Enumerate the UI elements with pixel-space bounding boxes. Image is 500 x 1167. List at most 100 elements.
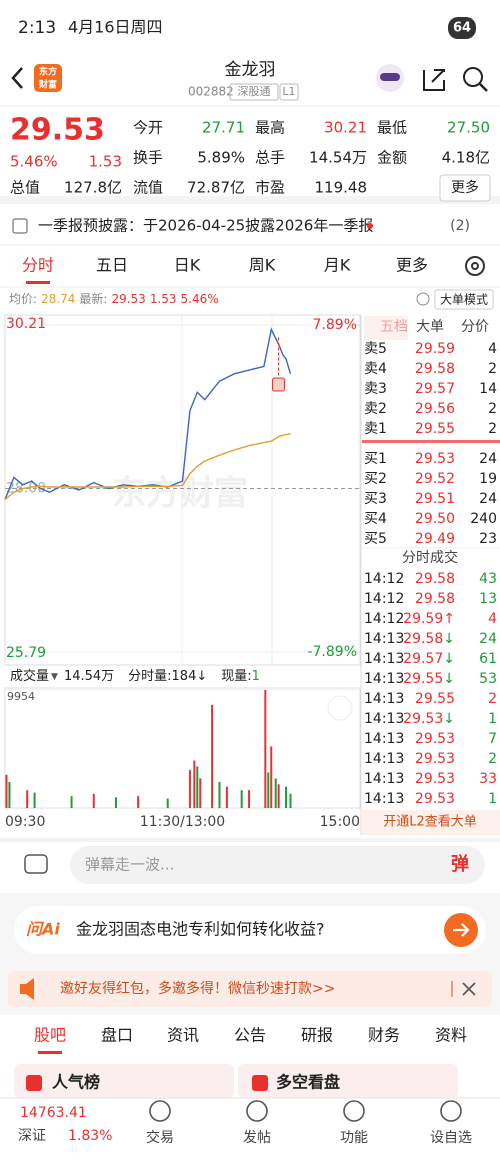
stat-label: 最高 (255, 119, 285, 137)
volume-bar (277, 784, 280, 808)
section-tab[interactable]: 盘口 (101, 1026, 133, 1045)
book-tab[interactable]: 分价 (461, 319, 489, 335)
battery-level: 64 (453, 21, 471, 36)
stat-label: 今开 (133, 119, 163, 137)
section-tab[interactable]: 资料 (435, 1026, 467, 1045)
comment-placeholder: 弹幕走一波... (85, 856, 174, 874)
back-icon[interactable] (11, 67, 23, 89)
mode-label[interactable]: 大单模式 (440, 293, 488, 307)
trade-time: 14:13 (364, 671, 404, 687)
stock-name: 金龙羽 (225, 60, 276, 80)
separator (0, 838, 500, 842)
chart-tab[interactable]: 五日 (96, 256, 128, 275)
book-volume: 2 (488, 421, 497, 437)
period-volume: 分时量:184↓ (128, 669, 207, 684)
trade-price: 29.53 (415, 771, 455, 787)
settings-icon[interactable] (465, 256, 485, 276)
nav-label[interactable]: 发帖 (243, 1130, 271, 1146)
book-price: 29.58 (415, 361, 455, 377)
comment-icon (24, 854, 48, 874)
chart-tab[interactable]: 月K (324, 256, 351, 275)
card-title: 多空看盘 (276, 1073, 340, 1092)
volume-header: 成交量 ▼ 14.54万 分时量:184↓ 现量:1 (10, 668, 260, 684)
trade-arrow: ↓ (443, 631, 455, 647)
chart-tab[interactable]: 更多 (396, 256, 428, 275)
chart-tab[interactable]: 周K (249, 256, 276, 275)
book-tab[interactable]: 大单 (416, 319, 444, 335)
nav-icon[interactable] (149, 1100, 171, 1122)
danmaku-button[interactable]: 弹 (451, 853, 469, 875)
section-tab[interactable]: 股吧 (34, 1026, 66, 1045)
search-icon[interactable] (463, 67, 483, 87)
change-percent: 5.46% (10, 153, 58, 171)
trade-price-value: 29.53 (415, 771, 455, 787)
notice-text[interactable]: 一季报预披露：于2026-04-25披露2026年一季报 (38, 217, 373, 235)
promo-close (462, 982, 476, 996)
ai-bar[interactable] (14, 906, 486, 954)
share-icon[interactable] (423, 69, 445, 91)
trade-time: 14:13 (364, 711, 404, 727)
volume-bar (137, 796, 140, 808)
x-tick-label: 11:30/13:00 (140, 814, 225, 830)
book-price: 29.59 (415, 341, 455, 357)
ai-question[interactable]: 金龙羽固态电池专利如何转化收益? (76, 920, 325, 939)
trade-volume: 1 (488, 711, 497, 727)
volume-bar (70, 796, 73, 808)
book-volume: 2 (488, 361, 497, 377)
trade-volume: 24 (479, 631, 497, 647)
promo-text[interactable]: 邀好友得红包，多邀多得！微信秒速打款>> (60, 980, 335, 997)
help-icon (416, 292, 430, 306)
section-tab[interactable]: 资讯 (167, 1026, 199, 1045)
nav-label[interactable]: 设自选 (430, 1130, 472, 1146)
volume-bar (196, 766, 199, 808)
trade-price-value: 29.59 (403, 611, 443, 627)
stat-value: 72.87亿 (187, 179, 245, 197)
nav-icon[interactable] (440, 1100, 462, 1122)
l2-link[interactable]: 开通L2查看大单 (383, 814, 477, 830)
section-tab[interactable]: 财务 (368, 1026, 400, 1045)
card[interactable] (238, 1064, 458, 1098)
info-item: 均价: (9, 292, 37, 306)
stat-label: 换手 (133, 149, 163, 167)
card[interactable] (14, 1064, 234, 1098)
trade-price: 29.53 (415, 751, 455, 767)
book-level: 买2 (364, 471, 387, 487)
more-label[interactable]: 更多 (451, 179, 479, 196)
mode-button[interactable] (434, 289, 494, 310)
section-tab[interactable]: 研报 (301, 1026, 333, 1045)
book-level: 买5 (364, 531, 387, 547)
book-level: 卖5 (364, 341, 387, 357)
expand-button[interactable] (327, 695, 353, 721)
nav-label[interactable]: 交易 (146, 1129, 174, 1146)
nav-icon[interactable] (246, 1100, 268, 1122)
y-tick-label: 25.79 (6, 645, 46, 661)
stat-label: 金额 (377, 149, 407, 167)
chart-tab[interactable]: 分时 (22, 256, 54, 275)
trade-price-value: 29.58 (415, 571, 455, 587)
card-icon (26, 1075, 42, 1091)
trade-price-value: 29.58 (415, 591, 455, 607)
trade-arrow: ↓ (443, 671, 455, 687)
last-price: 29.53 (10, 113, 105, 148)
nav-icon[interactable] (343, 1100, 365, 1122)
info-item: 最新: (79, 291, 107, 306)
stat-value: 27.71 (202, 119, 245, 137)
book-tab-highlight (364, 316, 408, 340)
book-volume: 19 (479, 471, 497, 487)
trade-price-value: 29.53 (415, 731, 455, 747)
volume-bar (8, 781, 11, 808)
comment-input[interactable] (70, 846, 485, 884)
chart-tab[interactable]: 日K (174, 256, 201, 275)
chart-info: 均价: 28.74 最新: 29.53 1.53 5.46% (9, 291, 219, 306)
more-button[interactable] (439, 174, 491, 202)
stat-value: 127.8亿 (64, 179, 122, 197)
trade-time: 14:13 (364, 731, 404, 747)
trade-time: 14:13 (364, 791, 404, 807)
promo-bar[interactable] (8, 971, 492, 1007)
volume-bar (193, 760, 196, 808)
section-tab[interactable]: 公告 (234, 1026, 266, 1045)
trade-volume: 61 (479, 651, 497, 667)
info-item: 1.53 (150, 292, 177, 306)
book-price: 29.55 (415, 421, 455, 437)
nav-label[interactable]: 功能 (340, 1130, 368, 1146)
